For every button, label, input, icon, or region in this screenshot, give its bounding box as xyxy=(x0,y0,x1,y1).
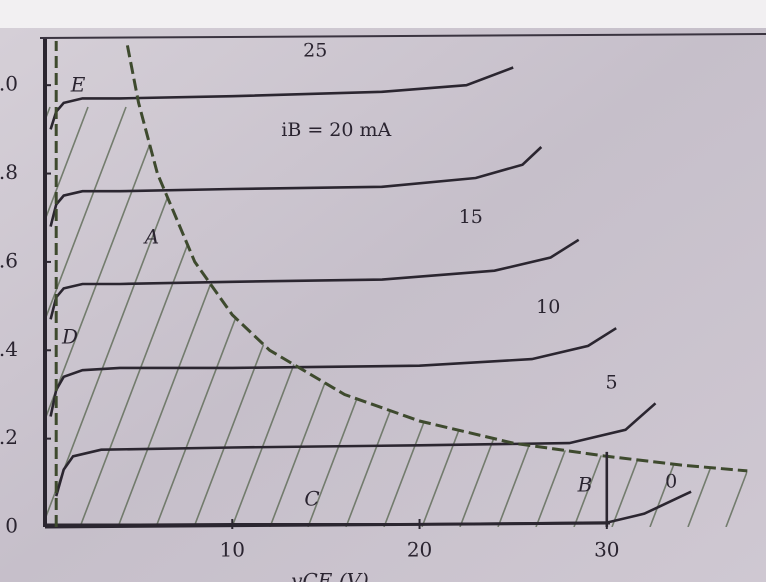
curve-label: 0 xyxy=(665,471,677,493)
x-axis-label: vCE (V) xyxy=(291,569,369,582)
page: {"chart_data": {"type": "line", "x_label… xyxy=(0,0,766,582)
paper-edge xyxy=(0,0,766,28)
region-label: A xyxy=(143,225,159,249)
x-tick-label: 30 xyxy=(594,538,619,562)
y-tick-label: .2 xyxy=(0,425,18,449)
y-tick-label: 1.0 xyxy=(0,72,18,96)
region-label: C xyxy=(304,487,319,511)
y-tick-label: .4 xyxy=(0,337,18,361)
curve-label: 10 xyxy=(536,296,560,318)
curve-label: 15 xyxy=(459,206,483,228)
x-tick-label: 10 xyxy=(220,538,245,562)
y-tick-label: .6 xyxy=(0,248,18,272)
curve-label: 5 xyxy=(606,371,618,393)
curve-label: 25 xyxy=(303,40,327,62)
y-tick-label: 0 xyxy=(5,514,18,538)
y-tick-label: .8 xyxy=(0,160,18,184)
curve-label: iB = 20 mA xyxy=(281,119,391,141)
background xyxy=(0,0,766,582)
region-label: B xyxy=(577,473,593,497)
chart: vCE (V) 10 20 30 0 .2 .4 .6 .8 1.0 0 5 10 15 iB = 20 … xyxy=(0,0,766,582)
region-label: D xyxy=(61,325,78,349)
region-label: E xyxy=(70,73,86,97)
x-tick-label: 20 xyxy=(407,538,432,562)
